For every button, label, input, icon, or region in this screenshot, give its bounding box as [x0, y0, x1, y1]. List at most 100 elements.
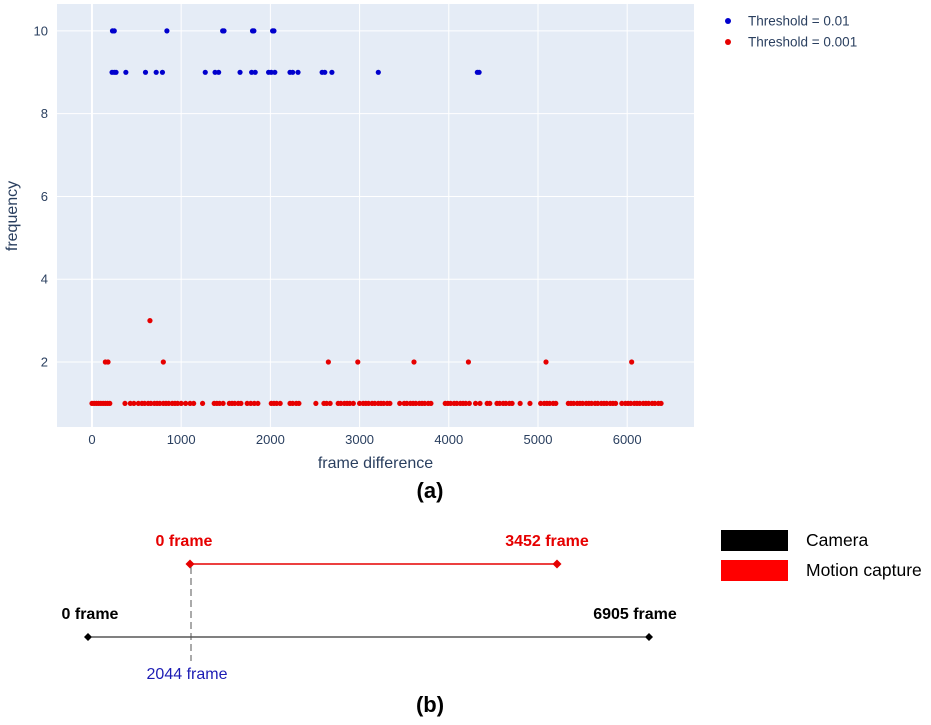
data-point [232, 400, 238, 407]
data-point [113, 69, 119, 75]
data-point [497, 400, 503, 407]
data-point [252, 69, 258, 75]
data-point [517, 400, 523, 407]
data-point [538, 400, 544, 407]
data-point [164, 28, 170, 34]
data-point [466, 400, 472, 407]
data-point [216, 400, 223, 407]
data-point [142, 400, 148, 407]
data-point [212, 69, 218, 75]
data-point [255, 400, 261, 407]
data-point [220, 400, 226, 407]
data-point [338, 400, 344, 407]
y-axis-ticks: 2 4 6 8 10 [34, 23, 48, 369]
scatter-chart: 0 1000 2000 3000 4000 5000 6000 2 4 6 8 10 frame d… [4, 4, 857, 472]
mocap-legend-label: Motion capture [806, 560, 922, 580]
data-point [356, 400, 363, 407]
legend-marker-dot-icon [725, 18, 731, 24]
data-point [322, 69, 328, 75]
data-point [191, 400, 197, 407]
data-point [290, 69, 296, 75]
offset-label: 2044 frame [147, 666, 228, 683]
plot-background [57, 4, 694, 427]
data-point [166, 400, 172, 407]
data-point [107, 400, 113, 407]
data-point [350, 400, 356, 407]
data-point [381, 400, 387, 407]
data-point [579, 400, 586, 407]
data-point [327, 400, 333, 407]
data-point [187, 400, 193, 407]
data-point [274, 400, 280, 407]
data-point [527, 400, 533, 407]
camera-legend-swatch [721, 530, 788, 551]
data-point [159, 69, 166, 75]
data-point [595, 400, 601, 407]
data-point [216, 69, 222, 75]
data-point [658, 400, 664, 407]
x-tick-label: 6000 [613, 432, 642, 447]
data-point [238, 400, 244, 407]
x-tick-label: 0 [88, 432, 95, 447]
camera-end-diamond-icon [645, 633, 653, 641]
data-point [268, 69, 274, 75]
data-point [355, 359, 361, 365]
camera-legend-label: Camera [806, 530, 869, 550]
data-point [404, 400, 410, 407]
data-point [127, 400, 133, 407]
mocap-end-diamond-icon [552, 559, 562, 569]
data-point [571, 400, 577, 407]
data-point [422, 400, 428, 407]
data-point [183, 400, 189, 407]
series-1 [109, 28, 482, 75]
data-point [272, 69, 278, 75]
legend-item: Threshold = 0.001 [725, 35, 857, 50]
legend-marker-dot-icon [725, 39, 731, 45]
data-point [387, 400, 393, 407]
data-point [553, 400, 559, 407]
mocap-legend-swatch [721, 560, 788, 581]
x-tick-label: 3000 [345, 432, 374, 447]
data-point [503, 400, 509, 407]
mocap-end-label: 3452 frame [505, 533, 589, 550]
chart-legend: Threshold = 0.01 Threshold = 0.001 [725, 14, 857, 50]
data-point [131, 400, 137, 407]
data-point [628, 400, 634, 407]
data-point [249, 69, 255, 75]
camera-start-label: 0 frame [62, 606, 119, 623]
data-point [447, 400, 454, 407]
data-point [157, 400, 163, 407]
data-point [251, 400, 257, 407]
data-point [325, 359, 331, 365]
data-point [202, 69, 208, 75]
data-point [122, 400, 128, 407]
data-point [543, 359, 549, 365]
data-point [397, 400, 403, 407]
camera-start-diamond-icon [84, 633, 92, 641]
data-point [135, 400, 141, 407]
data-point [323, 400, 330, 407]
data-point [105, 359, 111, 365]
data-point [147, 318, 153, 324]
data-point [244, 400, 250, 407]
data-point [153, 69, 159, 75]
x-tick-label: 2000 [256, 432, 285, 447]
data-point [612, 400, 619, 407]
legend-label: Threshold = 0.001 [748, 35, 857, 50]
data-point [454, 400, 460, 407]
caption-b: (b) [416, 692, 444, 717]
data-point [375, 69, 381, 75]
data-point [465, 359, 472, 365]
data-point [413, 400, 419, 407]
x-axis-title: frame difference [318, 455, 433, 472]
data-point [372, 400, 378, 407]
legend-item: Threshold = 0.01 [725, 14, 850, 29]
data-point [487, 400, 493, 407]
timeline-diagram: 0 frame 3452 frame 0 frame 6905 frame 20… [62, 530, 922, 683]
data-point [472, 400, 479, 407]
data-point [411, 359, 417, 365]
mocap-start-diamond-icon [185, 559, 195, 569]
data-point [251, 28, 257, 34]
data-point [160, 359, 166, 365]
